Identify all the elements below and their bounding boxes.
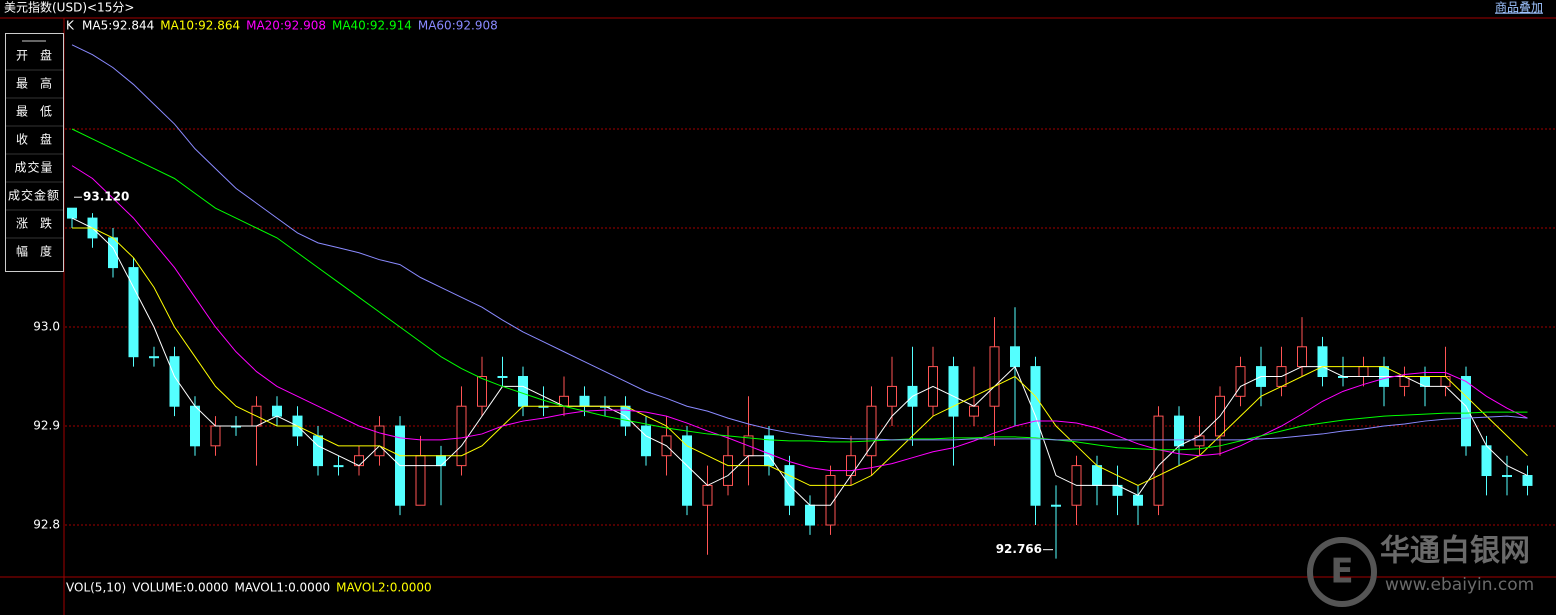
candle-body xyxy=(169,356,180,407)
y-tick-label: 93.0 xyxy=(33,320,60,334)
candle-body xyxy=(825,475,836,526)
candle-body xyxy=(108,237,118,269)
candle-body xyxy=(969,405,979,417)
candle-body xyxy=(641,425,651,457)
candle-body xyxy=(1092,465,1102,486)
candle-body xyxy=(415,455,426,506)
candle-body xyxy=(272,405,282,417)
sidebar-item[interactable]: 最低 xyxy=(16,105,64,119)
candle-body xyxy=(723,455,733,486)
sidebar xyxy=(5,33,64,272)
candle-body xyxy=(374,425,385,457)
candle-body xyxy=(1235,366,1246,397)
candle-body xyxy=(887,385,897,407)
candle-body xyxy=(1440,376,1451,387)
candle-body xyxy=(497,376,508,379)
candle-body xyxy=(846,455,856,477)
candle-body xyxy=(1297,346,1307,368)
legend-entry: MA40:92.914 xyxy=(332,19,412,33)
low-label: 92.766 xyxy=(996,542,1042,556)
y-tick-label: 92.8 xyxy=(33,518,60,532)
candle-body xyxy=(702,484,713,506)
candle-body xyxy=(579,395,590,407)
overlay-button[interactable]: 商品叠加 xyxy=(1495,0,1543,15)
candle-body xyxy=(1010,346,1020,368)
candle-body xyxy=(1133,494,1143,506)
watermark-url: www.ebaiyin.com xyxy=(1385,575,1534,595)
candle-body xyxy=(1502,475,1512,478)
candle-body xyxy=(1051,504,1061,507)
volume-label: VOLUME:0.0000 xyxy=(132,581,228,595)
candle-body xyxy=(866,405,877,457)
candle-body xyxy=(313,435,323,467)
volume-label: MAVOL2:0.0000 xyxy=(336,581,432,595)
candle-body xyxy=(1174,415,1184,447)
ma-line xyxy=(71,44,1528,441)
candle-body xyxy=(1461,376,1471,447)
window-title: 美元指数(USD)<15分> xyxy=(4,0,134,15)
watermark: E 华通白银网 www.ebaiyin.com xyxy=(1307,534,1534,607)
candle-body xyxy=(1153,415,1164,506)
candle-body xyxy=(190,405,200,447)
legend-entry: MA20:92.908 xyxy=(246,19,326,33)
legend-entry: MA5:92.844 xyxy=(82,19,154,33)
high-label: 93.120 xyxy=(83,190,129,204)
sidebar-item[interactable]: 收盘 xyxy=(16,132,64,147)
ma-line xyxy=(71,217,1528,506)
candle-body xyxy=(436,455,446,467)
watermark-logo-letter: E xyxy=(1330,552,1353,592)
watermark-name: 华通白银网 xyxy=(1380,534,1530,569)
sidebar-item[interactable]: 涨跌 xyxy=(16,216,64,231)
y-tick-label: 92.9 xyxy=(33,419,60,433)
ma-line xyxy=(71,165,1528,472)
candle-body xyxy=(1481,445,1492,477)
candle-body xyxy=(477,376,487,407)
candle-body xyxy=(989,346,1000,407)
watermark-logo xyxy=(1307,537,1377,607)
chart-label: K xyxy=(66,19,75,33)
candle-body xyxy=(948,366,959,417)
candle-body xyxy=(333,465,344,468)
candle-body xyxy=(210,425,221,447)
candle-body xyxy=(67,207,77,219)
legend-entry: MA10:92.864 xyxy=(160,19,240,33)
sidebar-item[interactable]: 最高 xyxy=(16,76,64,91)
legend-entry: MA60:92.908 xyxy=(418,19,498,33)
volume-label: MAVOL1:0.0000 xyxy=(235,581,331,595)
ma-line xyxy=(72,227,1528,486)
candle-body xyxy=(805,504,815,526)
volume-label: VOL(5,10) xyxy=(66,581,126,595)
candle-body xyxy=(1522,475,1533,486)
ma-line xyxy=(71,128,1528,451)
candle-body xyxy=(456,405,467,467)
candle-body xyxy=(1030,366,1041,506)
candle-body xyxy=(1317,346,1328,378)
candle-body xyxy=(149,356,159,359)
sidebar-item[interactable]: 成交量 xyxy=(14,160,53,175)
candle-body xyxy=(518,376,528,407)
sidebar-item[interactable]: 成交金额 xyxy=(8,188,60,203)
candle-body xyxy=(1358,366,1369,378)
candle-body xyxy=(128,267,139,358)
sidebar-item[interactable]: 开盘 xyxy=(16,48,64,63)
sidebar-item[interactable]: 幅度 xyxy=(16,244,64,259)
